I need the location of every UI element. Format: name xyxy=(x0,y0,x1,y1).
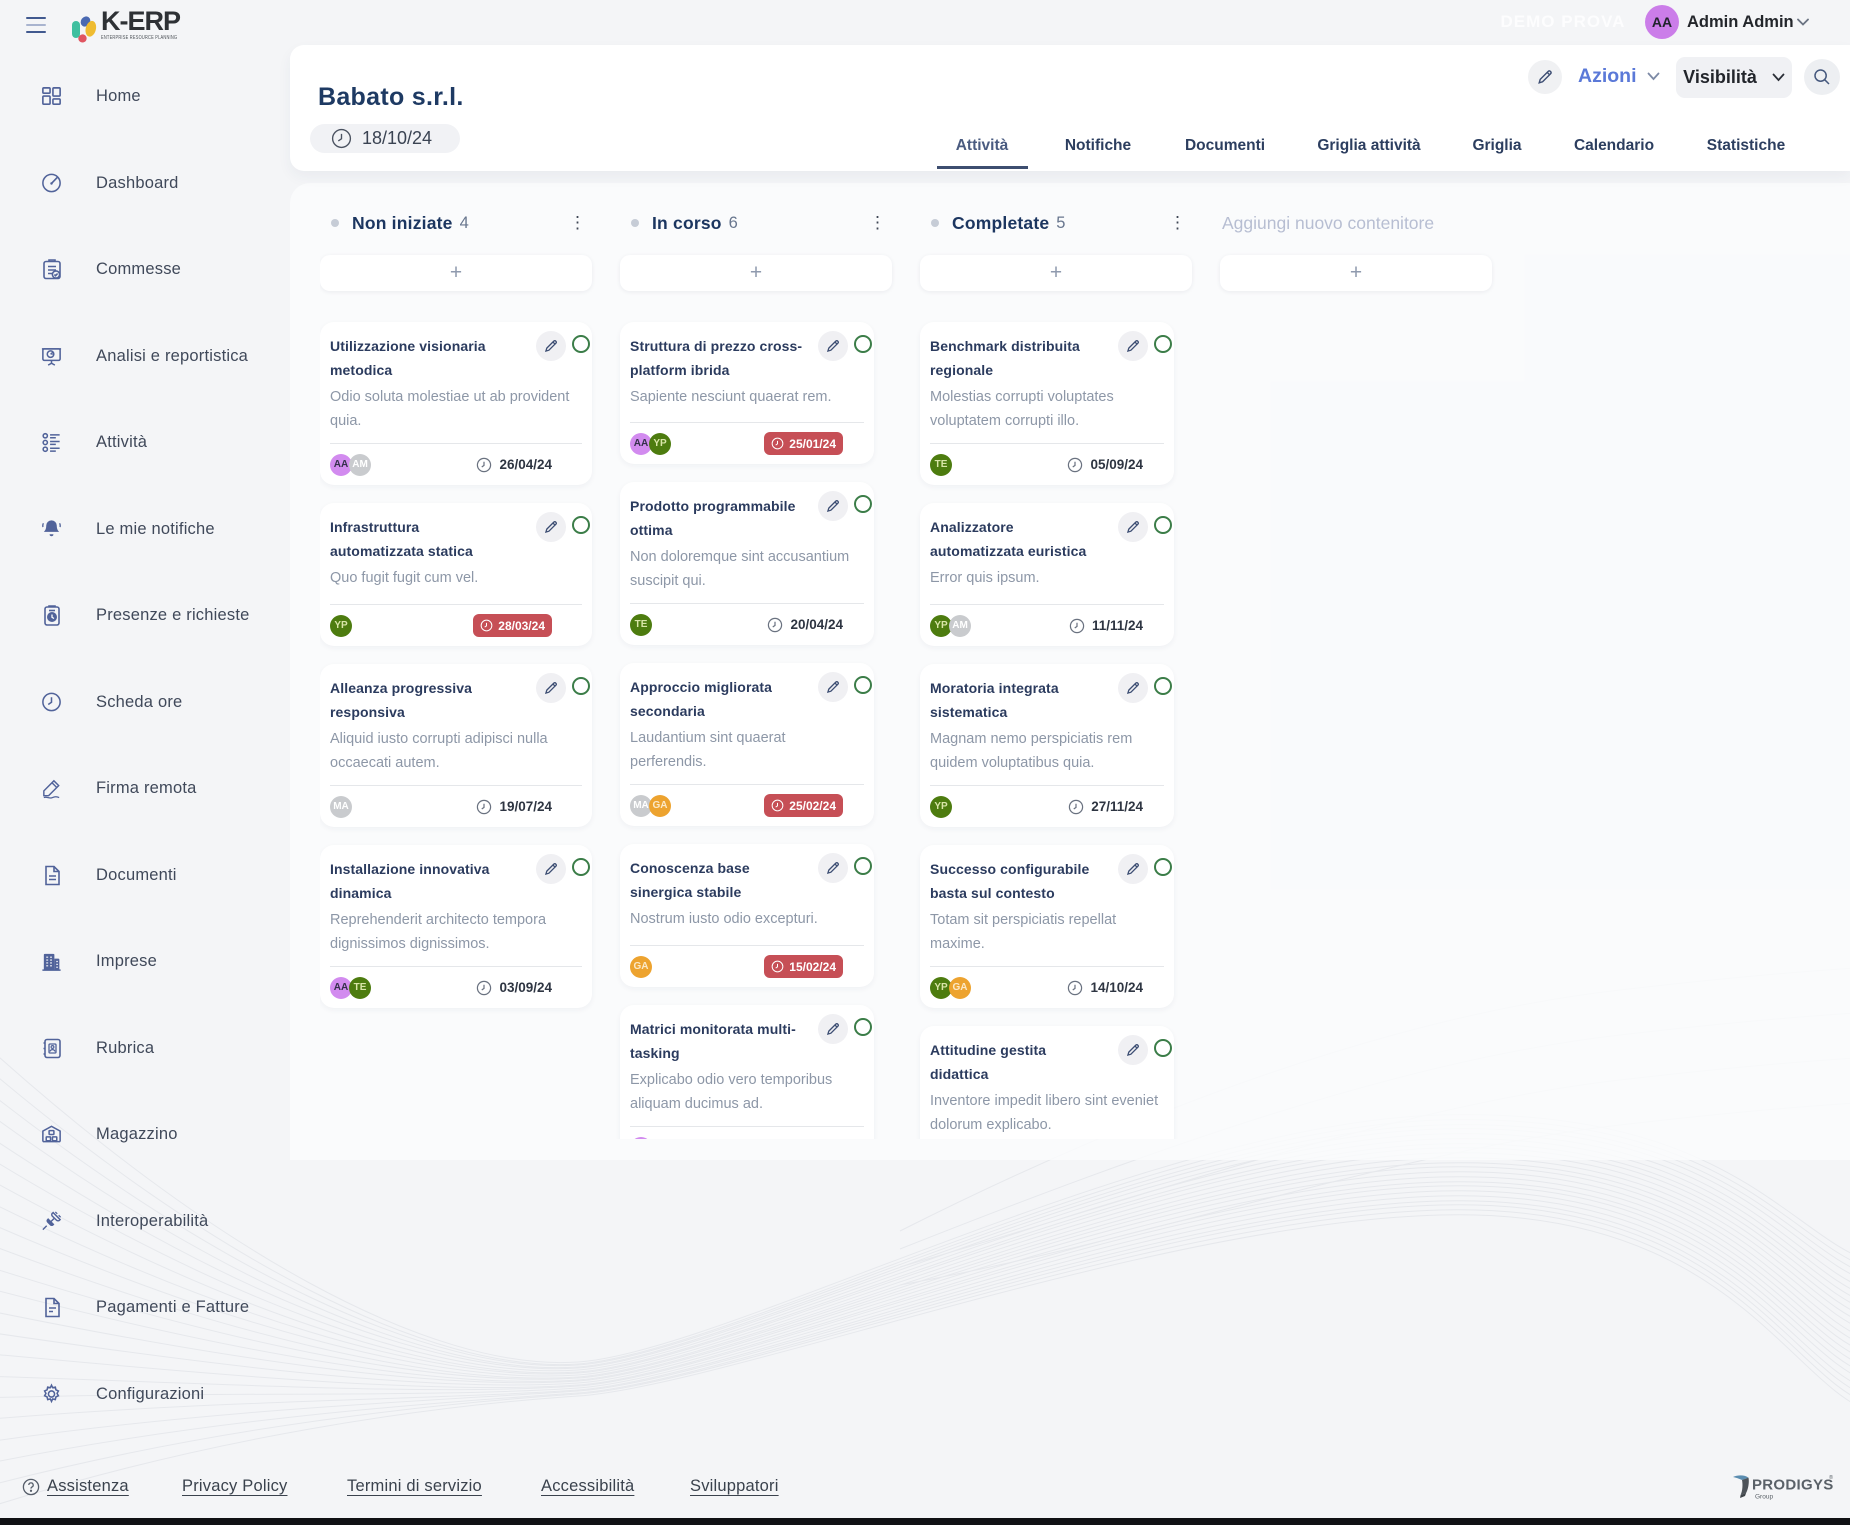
svg-text:®: ® xyxy=(1829,1474,1833,1481)
svg-text:PRODIGYS: PRODIGYS xyxy=(1752,1477,1834,1494)
svg-text:Group: Group xyxy=(1755,1494,1773,1501)
